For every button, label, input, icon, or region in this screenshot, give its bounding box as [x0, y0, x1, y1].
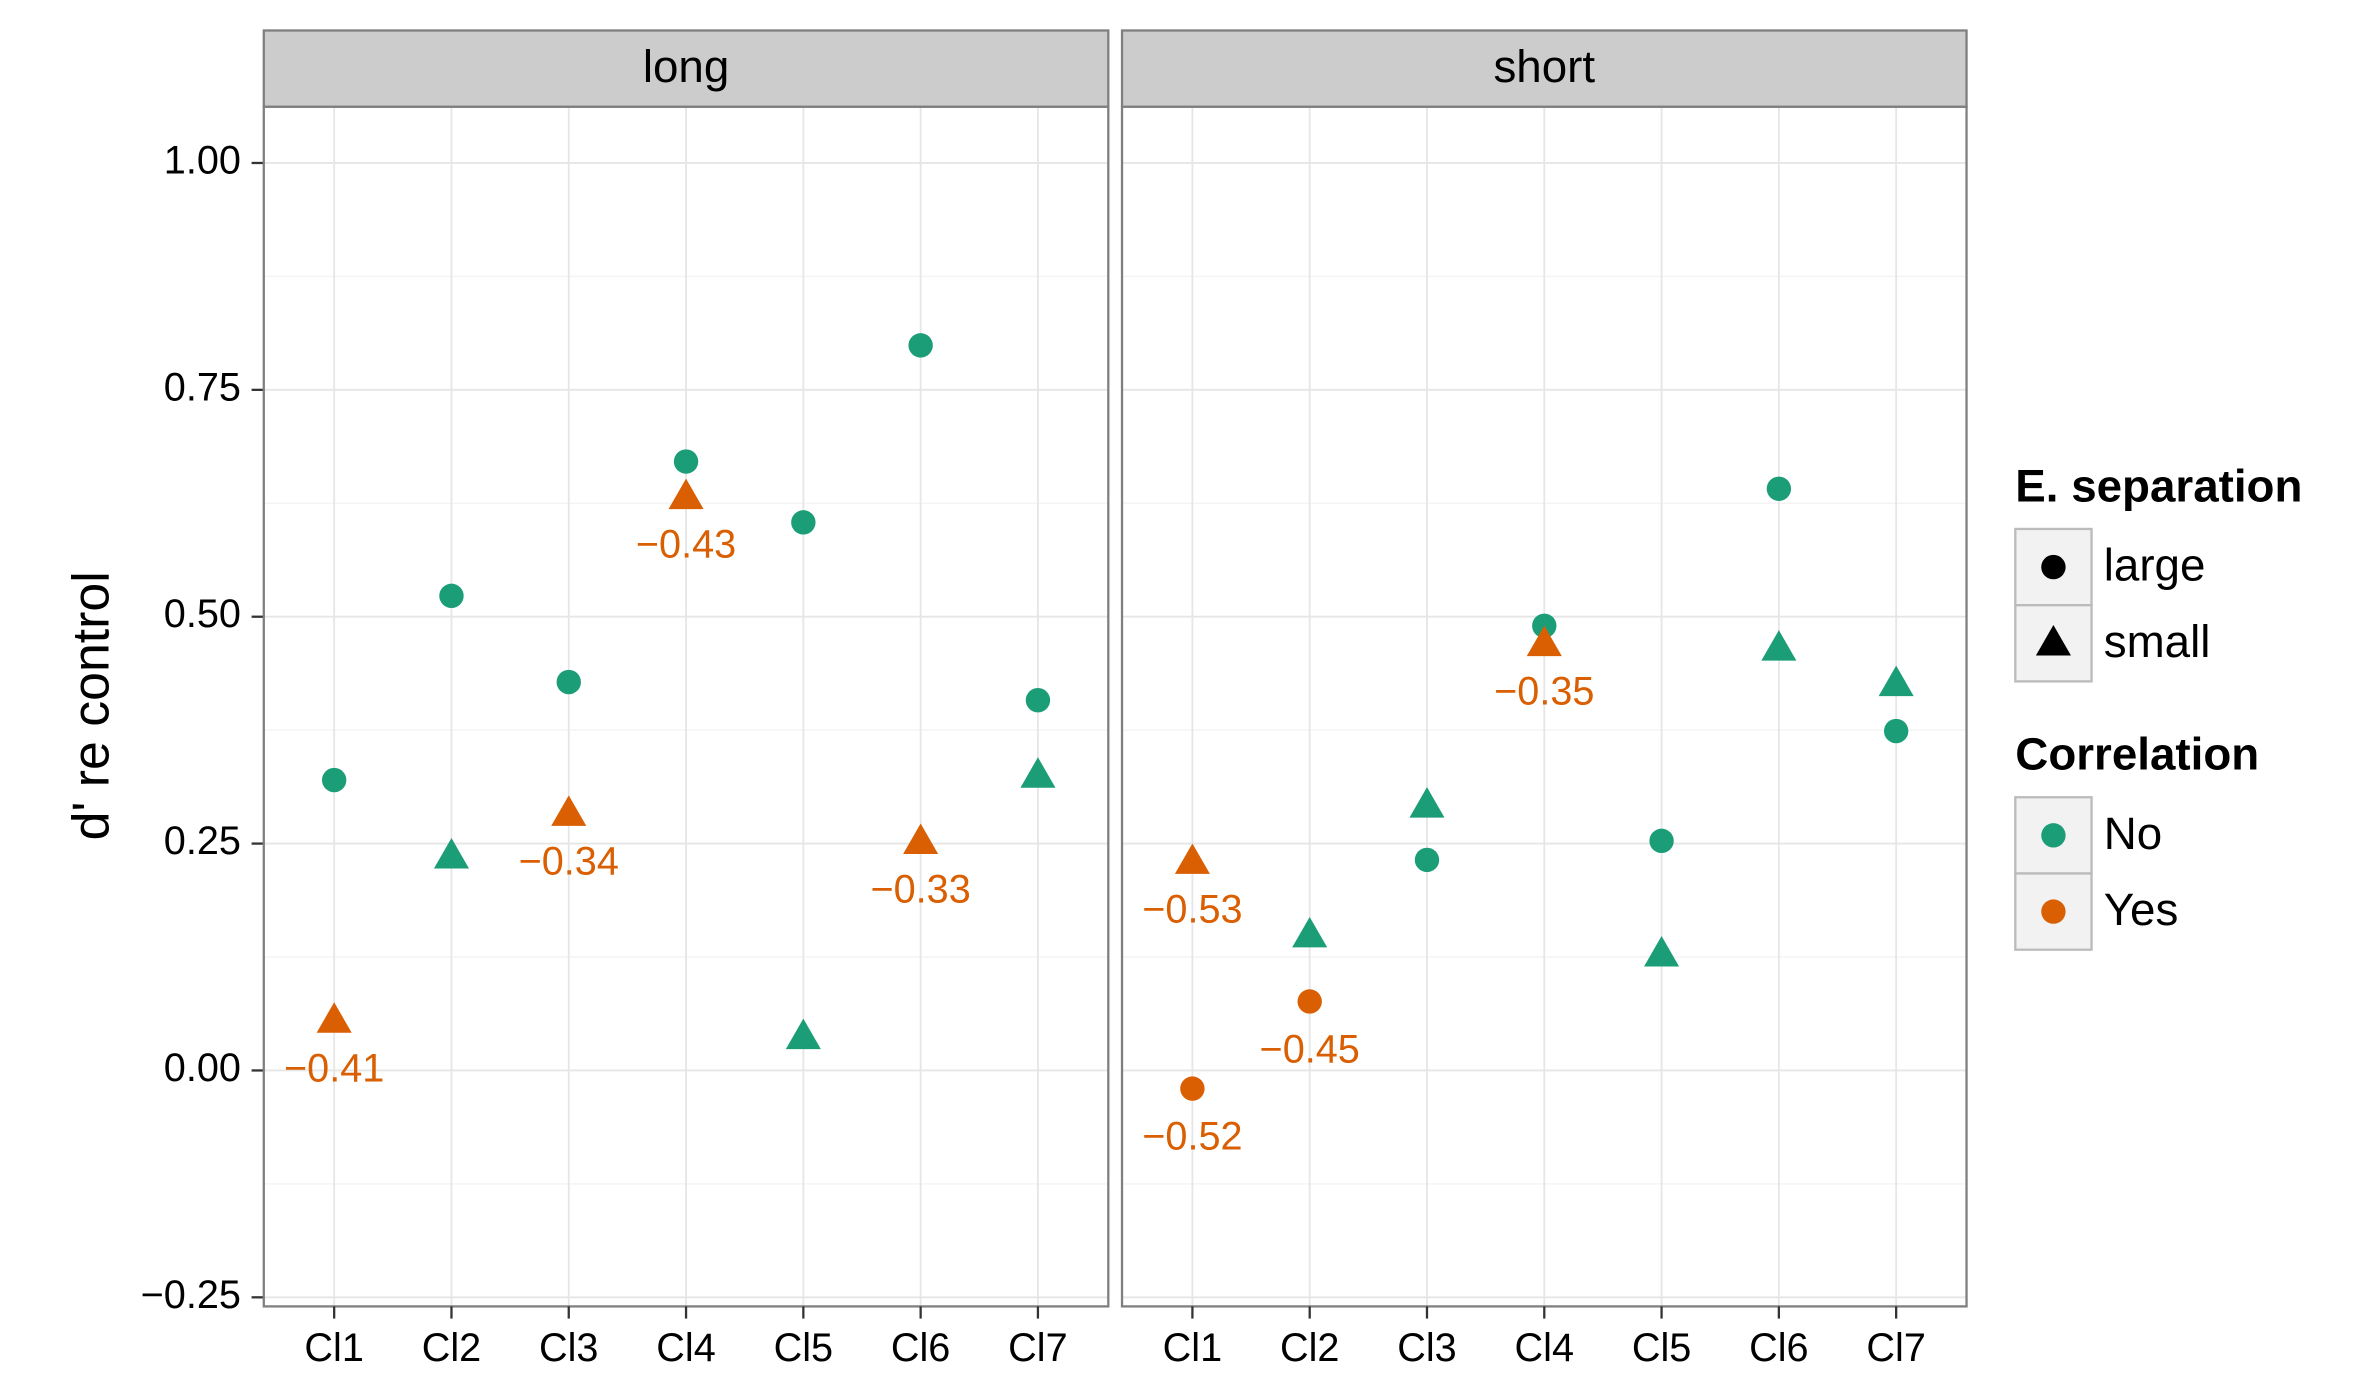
- point: [1878, 665, 1914, 697]
- strip-label: long: [643, 41, 729, 92]
- point: [903, 823, 939, 854]
- x-tick-label: Cl6: [1749, 1326, 1808, 1370]
- point: [1174, 843, 1210, 874]
- x-tick-label: Cl2: [422, 1326, 481, 1370]
- strip: [1120, 29, 1968, 108]
- point: [1297, 989, 1322, 1014]
- x-tick-label: Cl5: [774, 1326, 833, 1370]
- legend-symbol: [2041, 554, 2066, 580]
- point: [785, 1018, 821, 1050]
- x-tick-label: Cl7: [1866, 1326, 1925, 1370]
- point: [433, 837, 469, 869]
- point-label: −0.43: [636, 523, 736, 567]
- legend-label: small: [2104, 616, 2211, 667]
- legend-symbol: [2041, 899, 2066, 924]
- y-axis-title: d' re control: [61, 571, 119, 840]
- point: [439, 583, 464, 609]
- legend-title: E. separation: [2015, 460, 2302, 511]
- point: [908, 333, 933, 358]
- legend-label: No: [2104, 808, 2162, 859]
- point: [1766, 476, 1792, 501]
- legend-symbol: [2041, 823, 2066, 848]
- x-tick-label: Cl3: [539, 1326, 598, 1370]
- point: [1761, 630, 1797, 661]
- x-tick-label: Cl1: [1163, 1326, 1222, 1370]
- strip-label: short: [1493, 41, 1595, 92]
- x-tick-label: Cl2: [1280, 1326, 1339, 1370]
- point-label: −0.35: [1494, 670, 1594, 714]
- x-tick-label: Cl3: [1397, 1326, 1456, 1370]
- point: [1292, 916, 1328, 948]
- y-tick-label: 0.00: [164, 1046, 241, 1090]
- point: [791, 510, 816, 535]
- x-tick-label: Cl4: [1515, 1326, 1574, 1370]
- point: [1883, 718, 1909, 744]
- strip: [262, 29, 1110, 108]
- legend-label: Yes: [2104, 884, 2179, 935]
- point: [1644, 936, 1680, 967]
- point: [673, 449, 699, 474]
- point: [1409, 787, 1445, 818]
- point: [321, 767, 347, 793]
- y-tick-label: 0.25: [164, 819, 241, 863]
- point: [1020, 757, 1056, 788]
- point: [316, 1002, 352, 1033]
- x-tick-label: Cl6: [891, 1326, 950, 1370]
- point-label: −0.52: [1142, 1114, 1242, 1158]
- x-tick-label: Cl7: [1008, 1326, 1067, 1370]
- y-tick-label: −0.25: [141, 1273, 241, 1317]
- point-label: −0.53: [1142, 888, 1242, 932]
- y-tick-label: 0.50: [164, 592, 241, 636]
- point-label: −0.41: [284, 1046, 384, 1090]
- legend-label: large: [2104, 540, 2206, 591]
- legend-title: Correlation: [2015, 729, 2259, 780]
- x-tick-label: Cl4: [656, 1326, 715, 1370]
- x-tick-label: Cl5: [1632, 1326, 1691, 1370]
- point: [1414, 847, 1440, 873]
- y-tick-label: 0.75: [164, 365, 241, 409]
- point: [556, 669, 581, 695]
- x-tick-label: Cl1: [304, 1326, 363, 1370]
- point-label: −0.34: [519, 839, 619, 883]
- point: [1180, 1076, 1205, 1101]
- legend-symbol: [2035, 625, 2071, 656]
- point-label: −0.45: [1260, 1027, 1360, 1071]
- point: [668, 478, 704, 510]
- point-label: −0.33: [871, 868, 971, 912]
- point: [551, 795, 587, 826]
- point: [1649, 828, 1674, 854]
- y-tick-label: 1.00: [164, 138, 241, 182]
- point: [1025, 688, 1051, 713]
- point: [1526, 625, 1562, 657]
